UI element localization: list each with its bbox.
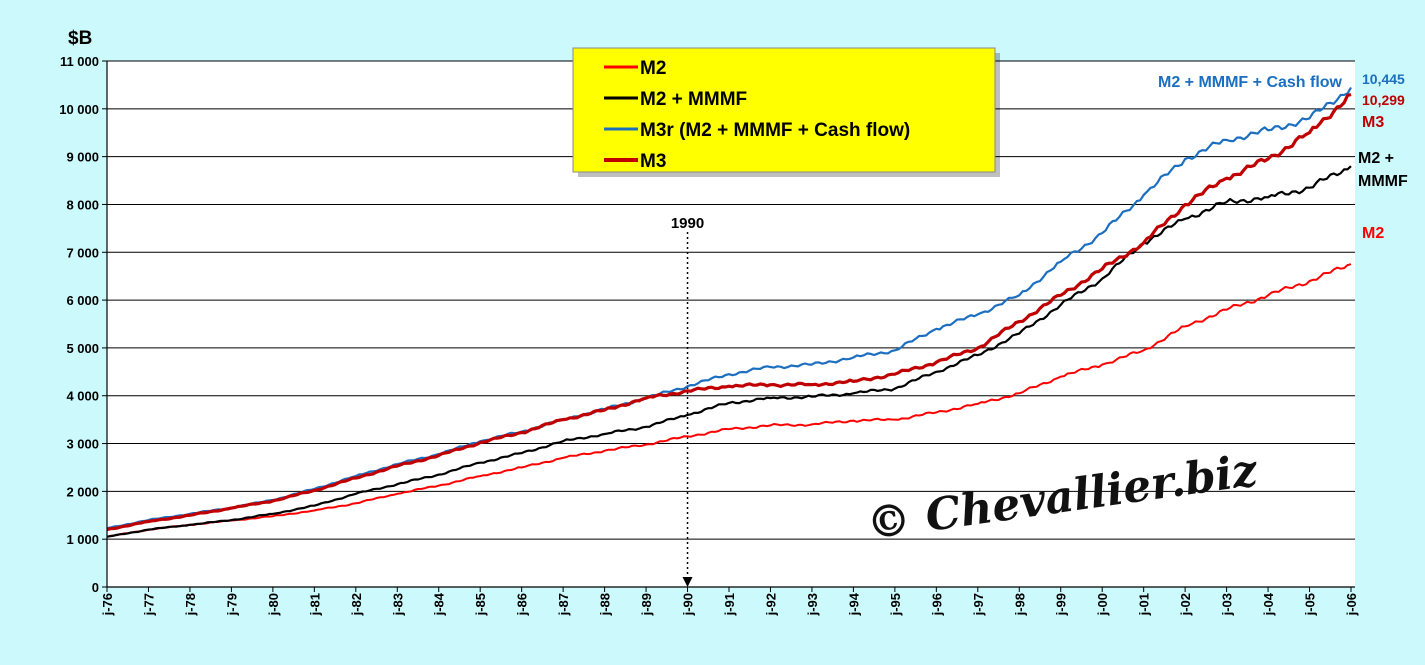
legend: M2 M2 + MMMF M3r (M2 + MMMF + Cash flow) M3 bbox=[572, 47, 1000, 177]
series-lines bbox=[106, 86, 1352, 538]
legend-label: M3r (M2 + MMMF + Cash flow) bbox=[640, 120, 910, 141]
x-tick-label: j-86 bbox=[515, 593, 530, 616]
end-label: M2 + MMMF + Cash flow bbox=[1158, 74, 1343, 91]
y-tick-labels: 0 1 000 2 000 3 000 4 000 5 000 6 000 7 000 8 00… bbox=[59, 54, 99, 595]
series-line-3 bbox=[106, 92, 1352, 532]
end-labels: M2 + MMMF + Cash flow 10,445 10,299 M3 M2 + M… bbox=[1158, 71, 1408, 242]
y-tick-label: 11 000 bbox=[60, 54, 99, 69]
x-tick-label: j-97 bbox=[971, 593, 986, 616]
x-tick-label: j-02 bbox=[1178, 593, 1193, 616]
x-tick-label: j-88 bbox=[598, 593, 613, 616]
y-tick-label: 1 000 bbox=[66, 532, 99, 547]
y-tick-label: 2 000 bbox=[66, 484, 99, 499]
x-tick-label: j-04 bbox=[1261, 592, 1276, 616]
x-tick-labels: j-76 j-77 j-78 j-79 j-80 j-81 j-82 j-83 j-84 j-85… bbox=[100, 592, 1359, 616]
x-tick-label: j-84 bbox=[432, 592, 447, 616]
x-tick-label: j-76 bbox=[100, 593, 115, 616]
y-tick-label: 5 000 bbox=[66, 341, 99, 356]
y-tick-label: 7 000 bbox=[66, 245, 99, 260]
y-tick-label: 8 000 bbox=[66, 197, 99, 212]
x-tick-label: j-05 bbox=[1303, 593, 1318, 616]
x-tick-label: j-94 bbox=[846, 592, 861, 616]
x-tick-label: j-96 bbox=[929, 593, 944, 616]
x-tick-label: j-99 bbox=[1054, 593, 1069, 616]
x-tick-label: j-80 bbox=[266, 593, 281, 616]
y-tick-label: 4 000 bbox=[66, 389, 99, 404]
x-tick-label: j-89 bbox=[639, 593, 654, 616]
x-tick-label: j-83 bbox=[390, 593, 405, 616]
x-tick-label: j-79 bbox=[224, 593, 239, 616]
y-tick-label: 3 000 bbox=[66, 437, 99, 452]
x-tick-label: j-06 bbox=[1344, 593, 1359, 616]
end-label: M2 + bbox=[1358, 150, 1394, 167]
annotation-arrow bbox=[682, 577, 693, 587]
x-tick-label: j-78 bbox=[183, 593, 198, 616]
x-tick-label: j-77 bbox=[141, 593, 156, 616]
x-tick-label: j-85 bbox=[473, 593, 488, 616]
x-tick-label: j-93 bbox=[805, 593, 820, 616]
annotation-1990: 1990 bbox=[671, 215, 704, 587]
y-tick-label: 10 000 bbox=[59, 102, 99, 117]
x-tick-label: j-00 bbox=[1095, 593, 1110, 616]
x-tick-label: j-98 bbox=[1012, 593, 1027, 616]
x-tick-label: j-90 bbox=[681, 593, 696, 616]
x-tick-label: j-03 bbox=[1220, 593, 1235, 616]
x-tick-label: j-92 bbox=[763, 593, 778, 616]
legend-label: M2 + MMMF bbox=[640, 89, 747, 110]
end-label: MMMF bbox=[1358, 173, 1408, 190]
legend-label: M2 bbox=[640, 58, 666, 79]
y-axis-unit: $B bbox=[68, 28, 92, 49]
y-tick-label: 9 000 bbox=[66, 150, 99, 165]
y-tick-label: 6 000 bbox=[66, 293, 99, 308]
x-tick-label: j-82 bbox=[349, 593, 364, 616]
end-label: 10,445 bbox=[1362, 71, 1405, 87]
end-label: 10,299 bbox=[1362, 92, 1405, 108]
end-label: M3 bbox=[1362, 114, 1384, 131]
x-tick-label: j-01 bbox=[1137, 593, 1152, 616]
end-label: M2 bbox=[1362, 225, 1384, 242]
x-tick-label: j-81 bbox=[307, 593, 322, 616]
legend-label: M3 bbox=[640, 151, 666, 172]
x-tick-label: j-95 bbox=[888, 593, 903, 616]
x-tick-label: j-87 bbox=[556, 593, 571, 616]
x-tick-label: j-91 bbox=[722, 593, 737, 616]
series-line-0 bbox=[106, 263, 1352, 538]
annotation-label: 1990 bbox=[671, 215, 704, 232]
y-tick-label: 0 bbox=[92, 580, 99, 595]
axes bbox=[106, 61, 1355, 588]
